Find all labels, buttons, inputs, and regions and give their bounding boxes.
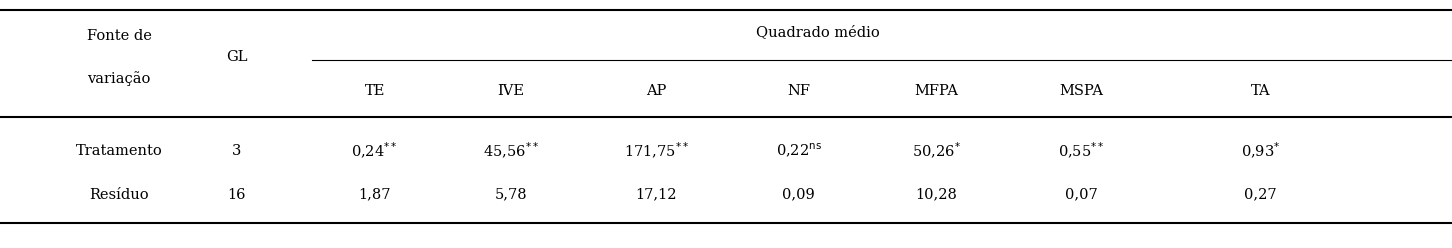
- Text: 0,09: 0,09: [783, 188, 815, 202]
- Text: 16: 16: [228, 188, 245, 202]
- Text: 0,22$^{\mathrm{ns}}$: 0,22$^{\mathrm{ns}}$: [775, 142, 822, 160]
- Text: 0,07: 0,07: [1066, 188, 1098, 202]
- Text: Fonte de: Fonte de: [87, 29, 151, 43]
- Text: GL: GL: [227, 50, 247, 64]
- Text: 17,12: 17,12: [636, 188, 677, 202]
- Text: 50,26$^{*}$: 50,26$^{*}$: [912, 141, 961, 161]
- Text: 0,24$^{**}$: 0,24$^{**}$: [351, 141, 398, 161]
- Text: variação: variação: [87, 71, 151, 86]
- Text: 171,75$^{**}$: 171,75$^{**}$: [624, 141, 688, 161]
- Text: 45,56$^{**}$: 45,56$^{**}$: [484, 141, 539, 161]
- Text: 5,78: 5,78: [495, 188, 527, 202]
- Text: MSPA: MSPA: [1060, 84, 1104, 97]
- Text: Resíduo: Resíduo: [89, 188, 150, 202]
- Text: 1,87: 1,87: [359, 188, 391, 202]
- Text: 0,27: 0,27: [1244, 188, 1276, 202]
- Text: IVE: IVE: [498, 84, 524, 97]
- Text: TE: TE: [364, 84, 385, 97]
- Text: NF: NF: [787, 84, 810, 97]
- Text: 3: 3: [232, 144, 241, 158]
- Text: MFPA: MFPA: [915, 84, 958, 97]
- Text: AP: AP: [646, 84, 666, 97]
- Text: Tratamento: Tratamento: [76, 144, 163, 158]
- Text: 10,28: 10,28: [916, 188, 957, 202]
- Text: TA: TA: [1250, 84, 1270, 97]
- Text: 0,55$^{**}$: 0,55$^{**}$: [1059, 141, 1105, 161]
- Text: 0,93$^{*}$: 0,93$^{*}$: [1240, 141, 1281, 161]
- Text: Quadrado médio: Quadrado médio: [755, 25, 880, 39]
